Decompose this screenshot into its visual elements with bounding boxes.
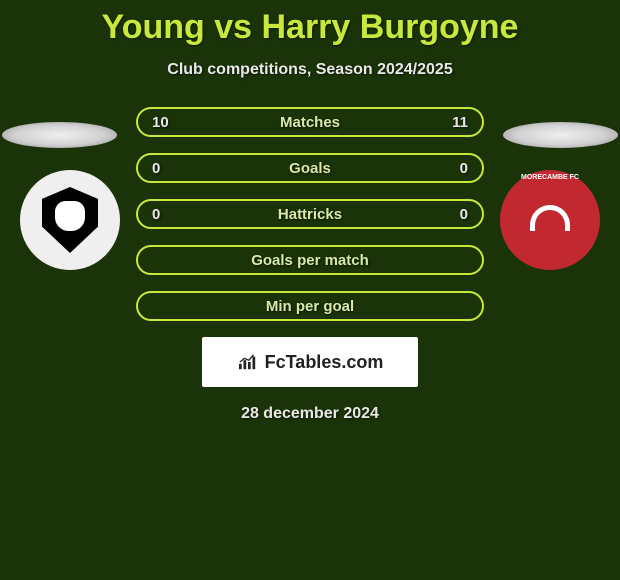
stat-row-matches: 10 Matches 11 — [136, 107, 484, 137]
page-title: Young vs Harry Burgoyne — [0, 0, 620, 47]
chart-icon — [237, 353, 259, 371]
lion-icon — [55, 201, 85, 231]
stat-label: Goals — [176, 160, 444, 177]
stat-right-value: 11 — [444, 114, 468, 131]
shield-icon — [42, 187, 98, 253]
stat-left-value: 0 — [152, 160, 176, 177]
stat-label: Hattricks — [176, 206, 444, 223]
stat-left-value: 0 — [152, 206, 176, 223]
shrimp-icon — [525, 195, 575, 245]
stat-row-hattricks: 0 Hattricks 0 — [136, 199, 484, 229]
stat-row-min-per-goal: Min per goal — [136, 291, 484, 321]
stat-row-goals-per-match: Goals per match — [136, 245, 484, 275]
stat-label: Matches — [176, 114, 444, 131]
stat-label: Min per goal — [176, 298, 444, 315]
platform-right — [503, 122, 618, 148]
stat-label: Goals per match — [176, 252, 444, 269]
stat-right-value: 0 — [444, 206, 468, 223]
watermark: FcTables.com — [202, 337, 418, 387]
stat-right-value: 0 — [444, 160, 468, 177]
subtitle: Club competitions, Season 2024/2025 — [0, 61, 620, 79]
badge-ring-text: MORECAMBE FC — [521, 174, 579, 181]
stats-container: 10 Matches 11 0 Goals 0 0 Hattricks 0 Go… — [136, 107, 484, 321]
team-badge-left — [20, 170, 120, 270]
date-text: 28 december 2024 — [0, 405, 620, 423]
watermark-text: FcTables.com — [265, 352, 384, 373]
team-badge-right: MORECAMBE FC — [500, 170, 600, 270]
platform-left — [2, 122, 117, 148]
stat-left-value: 10 — [152, 114, 176, 131]
stat-row-goals: 0 Goals 0 — [136, 153, 484, 183]
